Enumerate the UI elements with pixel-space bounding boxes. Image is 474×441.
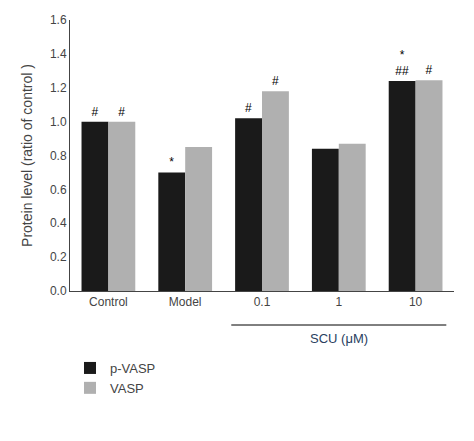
svg-text:1: 1 <box>335 295 342 309</box>
svg-text:Model: Model <box>169 295 202 309</box>
svg-text:0.2: 0.2 <box>50 250 67 264</box>
svg-text:1.0: 1.0 <box>50 115 67 129</box>
svg-text:0.8: 0.8 <box>50 149 67 163</box>
svg-text:#: # <box>118 105 125 119</box>
svg-text:0.4: 0.4 <box>50 216 67 230</box>
svg-text:*: * <box>169 155 174 169</box>
svg-text:1.6: 1.6 <box>50 13 67 27</box>
svg-text:#: # <box>272 74 279 88</box>
svg-text:1.2: 1.2 <box>50 81 67 95</box>
svg-text:*##: *## <box>395 48 409 78</box>
svg-text:0.0: 0.0 <box>50 284 67 298</box>
svg-text:#: # <box>426 63 433 77</box>
svg-text:p-VASP: p-VASP <box>110 361 155 376</box>
svg-text:Control: Control <box>89 295 128 309</box>
svg-text:0.6: 0.6 <box>50 183 67 197</box>
svg-text:#: # <box>245 101 252 115</box>
svg-text:Protein level (ratio of contro: Protein level (ratio of control ) <box>19 64 35 247</box>
svg-text:SCU (μM): SCU (μM) <box>310 331 368 346</box>
svg-text:VASP: VASP <box>110 381 144 396</box>
svg-text:#: # <box>91 105 98 119</box>
svg-text:10: 10 <box>409 295 423 309</box>
svg-text:0.1: 0.1 <box>254 295 271 309</box>
svg-text:1.4: 1.4 <box>50 47 67 61</box>
